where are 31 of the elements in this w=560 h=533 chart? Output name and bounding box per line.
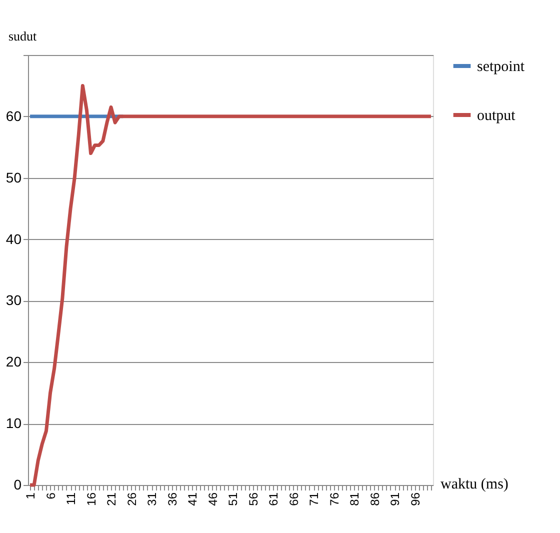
x-tick-label: 76 (327, 492, 342, 506)
legend-label: setpoint (477, 59, 526, 75)
x-tick-label: 51 (226, 492, 240, 506)
y-tick-label: 50 (6, 169, 22, 186)
x-tick-label: 66 (286, 492, 301, 506)
x-tick-label: 81 (348, 492, 362, 506)
x-tick-label: 16 (84, 492, 98, 506)
y-tick-label: 20 (6, 354, 22, 370)
legend-label: output (477, 108, 516, 124)
x-tick-label: 96 (408, 492, 422, 506)
x-tick-label: 36 (165, 492, 180, 506)
x-tick-label: 11 (64, 492, 78, 505)
x-tick-label: 71 (307, 492, 322, 506)
y-tick-label: 30 (6, 292, 22, 308)
y-tick-label: 60 (6, 108, 22, 124)
x-tick-label: 21 (104, 492, 119, 506)
y-tick-label: 10 (6, 415, 22, 432)
x-tick-label: 41 (186, 492, 200, 506)
y-tick-label: 40 (6, 230, 22, 247)
y-tick-label: 0 (14, 476, 22, 492)
x-tick-label: 1 (24, 492, 38, 500)
x-tick-label: 6 (44, 492, 58, 500)
x-tick-label: 31 (145, 492, 160, 506)
x-tick-label: 61 (266, 492, 281, 506)
x-tick-label: 46 (206, 492, 220, 506)
x-tick-label: 91 (388, 492, 402, 506)
y-axis-title: sudut (8, 28, 38, 44)
x-axis-title: waktu (ms) (440, 476, 508, 492)
x-tick-label: 86 (368, 492, 382, 506)
x-tick-label: 26 (124, 492, 139, 506)
x-tick-label: 56 (246, 492, 260, 506)
